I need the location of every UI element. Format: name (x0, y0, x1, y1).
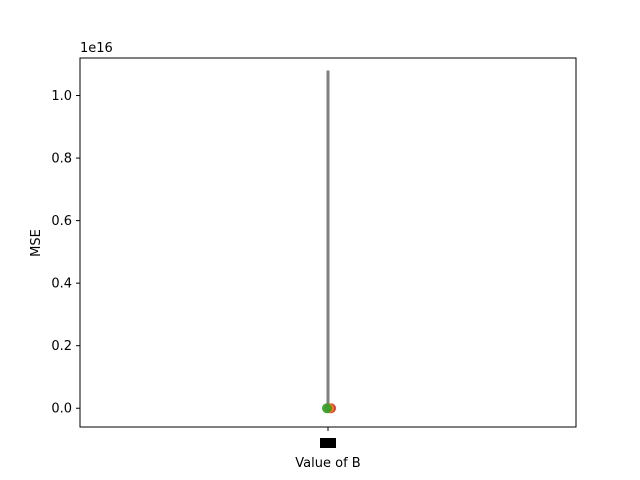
x-tick-label (320, 438, 336, 448)
y-tick-label: 0.0 (51, 402, 72, 417)
y-tick-label: 0.2 (51, 339, 72, 354)
y-tick-label: 1.0 (51, 89, 72, 104)
y-tick-label: 0.6 (51, 214, 72, 229)
data-point (322, 403, 332, 414)
y-tick-label: 0.8 (51, 152, 72, 167)
x-axis-ticks (320, 427, 336, 448)
y-tick-label: 0.4 (51, 277, 72, 292)
y-offset-label: 1e16 (80, 41, 113, 56)
y-axis-label: MSE (29, 229, 44, 257)
chart-marks (322, 70, 336, 414)
y-axis-ticks: 0.0 0.2 0.4 0.6 0.8 1.0 (51, 89, 80, 417)
x-axis-label: Value of B (295, 456, 360, 471)
